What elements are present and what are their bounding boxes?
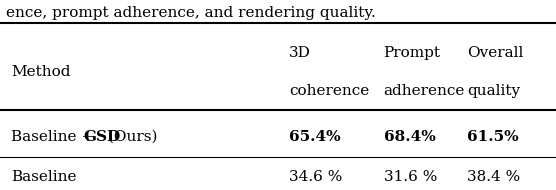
Text: quality: quality — [467, 84, 520, 98]
Text: Prompt: Prompt — [384, 46, 441, 60]
Text: 3D: 3D — [289, 46, 311, 60]
Text: GSD: GSD — [83, 130, 121, 144]
Text: 68.4%: 68.4% — [384, 130, 435, 144]
Text: 65.4%: 65.4% — [289, 130, 341, 144]
Text: coherence: coherence — [289, 84, 369, 98]
Text: 38.4 %: 38.4 % — [467, 170, 520, 184]
Text: Baseline: Baseline — [11, 170, 77, 184]
Text: ence, prompt adherence, and rendering quality.: ence, prompt adherence, and rendering qu… — [6, 6, 375, 20]
Text: adherence: adherence — [384, 84, 465, 98]
Text: Baseline +: Baseline + — [11, 130, 99, 144]
Text: (Ours): (Ours) — [103, 130, 157, 144]
Text: 61.5%: 61.5% — [467, 130, 519, 144]
Text: Overall: Overall — [467, 46, 523, 60]
Text: 34.6 %: 34.6 % — [289, 170, 342, 184]
Text: 31.6 %: 31.6 % — [384, 170, 437, 184]
Text: Method: Method — [11, 65, 71, 79]
